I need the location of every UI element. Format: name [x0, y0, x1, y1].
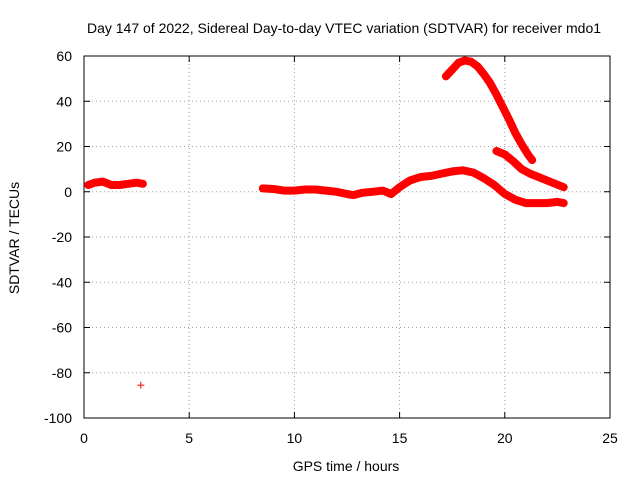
y-tick-label: 0 [64, 184, 72, 200]
x-tick-label: 10 [287, 430, 303, 446]
series-segment-3 [441, 56, 537, 165]
x-axis-label: GPS time / hours [293, 458, 400, 474]
data-series [84, 56, 568, 389]
y-tick-label: 20 [56, 139, 72, 155]
x-tick-label: 0 [80, 430, 88, 446]
y-tick-label: 40 [56, 93, 72, 109]
y-tick-label: -20 [52, 229, 72, 245]
y-tick-label: -60 [52, 320, 72, 336]
grid [84, 56, 610, 418]
chart-title: Day 147 of 2022, Sidereal Day-to-day VTE… [87, 20, 601, 36]
axis-ticks [83, 55, 611, 419]
x-tick-label: 5 [185, 430, 193, 446]
series-segment-4 [492, 147, 568, 192]
series-segment-1 [84, 177, 147, 189]
y-axis-label: SDTVAR / TECUs [6, 182, 22, 294]
plot-frame [83, 55, 611, 419]
y-tick-label: -100 [44, 410, 72, 426]
y-tick-label: -40 [52, 274, 72, 290]
x-tick-label: 20 [497, 430, 513, 446]
y-tick-label: -80 [52, 365, 72, 381]
y-tick-labels: -100 -80 -60 -40 -20 0 20 40 60 [44, 48, 72, 426]
x-tick-label: 25 [602, 430, 618, 446]
series-segment-2 [258, 166, 568, 208]
x-tick-label: 15 [392, 430, 408, 446]
y-tick-label: 60 [56, 48, 72, 64]
x-tick-labels: 0 5 10 15 20 25 [80, 430, 618, 446]
